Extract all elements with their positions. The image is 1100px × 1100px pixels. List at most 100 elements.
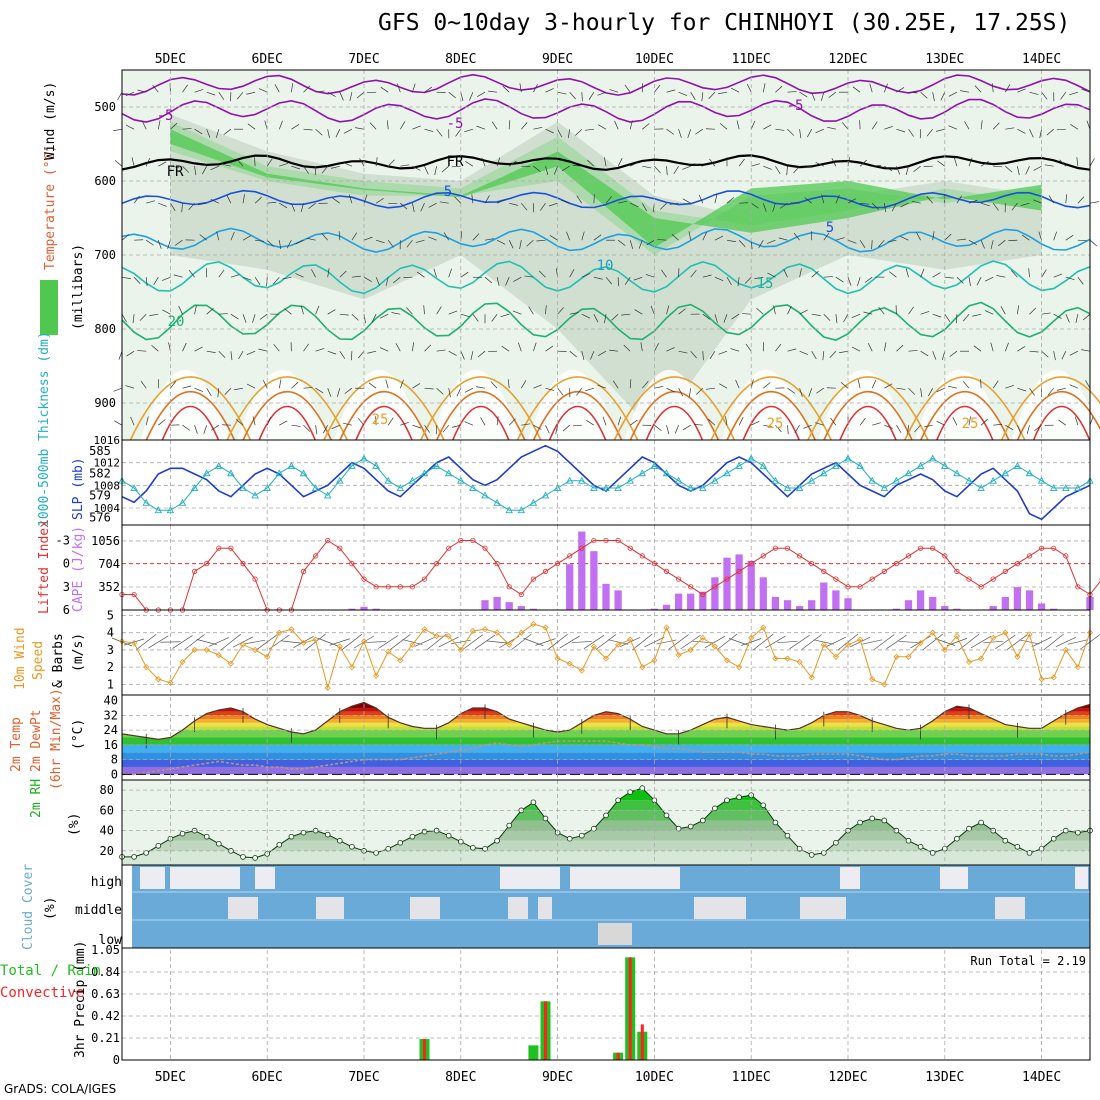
wind-barb bbox=[920, 311, 930, 315]
wind-barb bbox=[526, 239, 534, 247]
rh-point bbox=[663, 812, 670, 819]
thickness-point bbox=[856, 461, 864, 469]
rh-point bbox=[881, 817, 888, 824]
wind-barb bbox=[1056, 128, 1066, 131]
wind-speed-point bbox=[300, 639, 307, 647]
wind-barb bbox=[336, 388, 341, 397]
thickness-point bbox=[239, 484, 247, 491]
wind-barb bbox=[158, 202, 167, 207]
wind-barb bbox=[808, 388, 813, 397]
wind-barb bbox=[1069, 384, 1079, 389]
wind-barb bbox=[984, 276, 994, 282]
wind-barb bbox=[884, 125, 893, 130]
wind-barb bbox=[598, 350, 607, 357]
wind-barb bbox=[851, 313, 861, 319]
wind-barb bbox=[581, 231, 585, 241]
thickness-point bbox=[771, 476, 780, 484]
wind-barb bbox=[702, 313, 711, 320]
wind-barb bbox=[1059, 159, 1067, 167]
warm-isotherm bbox=[1000, 376, 1100, 441]
cape-bar bbox=[602, 583, 610, 610]
wind-barb-10m bbox=[644, 636, 665, 648]
cloud-mid-gap bbox=[800, 897, 846, 919]
wind-barb bbox=[708, 91, 716, 100]
lifted-index-point bbox=[216, 545, 222, 551]
wind-barb bbox=[775, 166, 781, 175]
rh-point bbox=[421, 828, 428, 835]
wind-barb bbox=[451, 424, 461, 428]
wind-barb bbox=[412, 83, 416, 93]
wind-barb bbox=[393, 276, 401, 284]
wind-barb-10m bbox=[123, 638, 145, 646]
wind-barb-10m bbox=[874, 634, 895, 650]
wind-barb bbox=[218, 350, 226, 358]
wind-barb bbox=[1058, 419, 1067, 426]
lifted-index-point bbox=[639, 553, 645, 559]
wind-barb bbox=[1086, 120, 1091, 130]
wind-barb-10m bbox=[680, 634, 701, 650]
wind-barb bbox=[397, 83, 401, 93]
wind-barb bbox=[926, 196, 933, 204]
wind-barb bbox=[181, 203, 183, 213]
cape-bar bbox=[662, 604, 671, 610]
wind-barb bbox=[505, 277, 510, 286]
wind-barb bbox=[158, 161, 167, 167]
wind-barb bbox=[400, 421, 409, 426]
cape-bar bbox=[699, 591, 707, 610]
wind-barb bbox=[916, 232, 921, 241]
wind-barb bbox=[278, 120, 283, 130]
wind-barb bbox=[351, 313, 359, 321]
wind-barb bbox=[1029, 129, 1034, 138]
cape-bar bbox=[735, 554, 743, 610]
wind-barb-10m bbox=[801, 634, 822, 650]
wind-barb bbox=[1017, 88, 1026, 93]
wind-barb bbox=[300, 203, 304, 212]
temp-tick: 40 bbox=[104, 694, 118, 708]
rh-point bbox=[542, 815, 549, 822]
lifted-index-point bbox=[700, 591, 706, 598]
temp-tick: 24 bbox=[104, 723, 118, 737]
wind-barb bbox=[968, 239, 977, 246]
thickness-point bbox=[965, 476, 973, 484]
lifted-index-point bbox=[784, 545, 791, 551]
wind-barb bbox=[576, 387, 583, 396]
isotherm-line bbox=[121, 73, 1091, 96]
cloud-mid-gap bbox=[694, 897, 746, 919]
wind-barb bbox=[242, 314, 247, 323]
wind-barb bbox=[787, 91, 797, 93]
rh-tick: 80 bbox=[100, 783, 114, 797]
wind-barb bbox=[470, 351, 474, 361]
wind-speed-point bbox=[1038, 676, 1045, 683]
thickness-point bbox=[674, 476, 683, 484]
wind-barb bbox=[992, 122, 1000, 130]
thickness-point bbox=[420, 469, 429, 477]
wind-barb bbox=[303, 165, 309, 174]
wind-barb bbox=[709, 351, 716, 359]
wind-barb bbox=[174, 239, 183, 246]
cloud-mid-gap bbox=[410, 897, 440, 919]
wind-barb-10m bbox=[571, 641, 592, 643]
wind-speed-point bbox=[1050, 674, 1057, 681]
wind-barb bbox=[751, 163, 760, 167]
wind-barb bbox=[593, 314, 599, 323]
thickness-point bbox=[590, 484, 598, 491]
wind-barb bbox=[448, 268, 452, 278]
wind-barb bbox=[964, 121, 970, 130]
wind-barb bbox=[295, 239, 304, 245]
wind-barb bbox=[300, 305, 304, 315]
wind-barb bbox=[831, 158, 837, 167]
wind-barb bbox=[131, 157, 135, 167]
wind-barb bbox=[756, 308, 764, 315]
wind-barb bbox=[585, 387, 595, 392]
wind-speed-point bbox=[397, 657, 404, 664]
lifted-index-point bbox=[1075, 584, 1081, 590]
wind-barb bbox=[682, 424, 691, 431]
warm-isotherm bbox=[516, 376, 639, 441]
thickness-point bbox=[154, 506, 163, 514]
wind-barb bbox=[518, 342, 522, 352]
wind-barb bbox=[617, 239, 626, 246]
wind-barb bbox=[451, 165, 461, 168]
wind-barb bbox=[252, 416, 256, 426]
warm-isotherm bbox=[532, 390, 623, 441]
cloud-mid-gap bbox=[228, 897, 258, 919]
